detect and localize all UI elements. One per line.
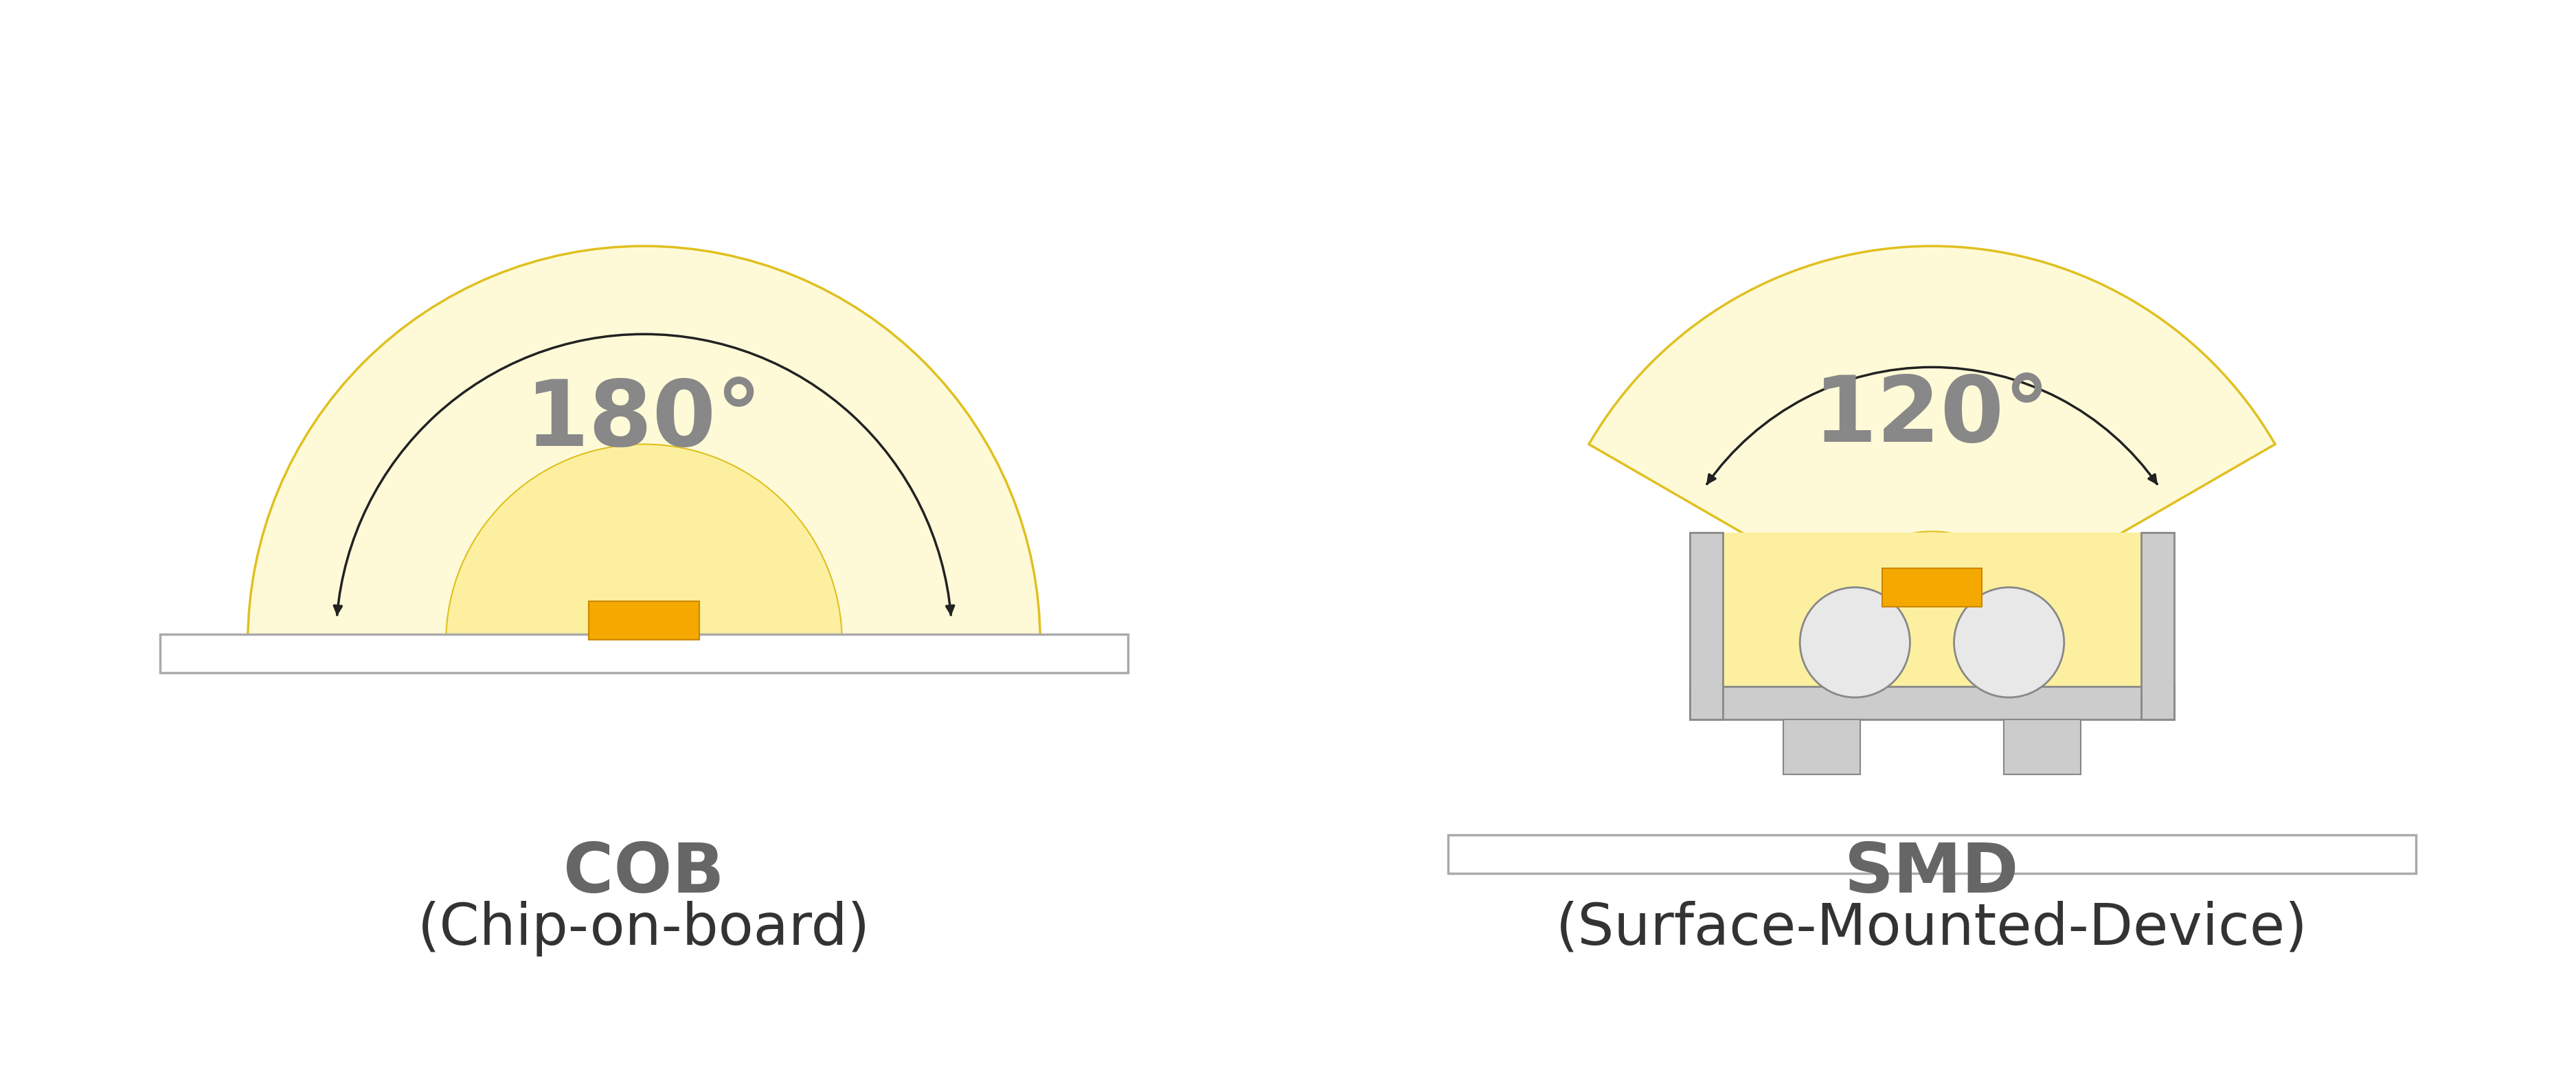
Text: (Chip-on-board): (Chip-on-board) [417, 901, 871, 957]
Bar [160, 634, 1128, 672]
Text: (Surface-Mounted-Device): (Surface-Mounted-Device) [1556, 901, 2308, 957]
Wedge shape [247, 246, 1041, 642]
Circle shape [1955, 587, 2063, 697]
Text: 180°: 180° [526, 376, 762, 465]
Bar [1690, 533, 1723, 720]
Bar [1883, 568, 1981, 607]
Text: SMD: SMD [1844, 840, 2020, 906]
Bar [1783, 720, 1860, 774]
Circle shape [1801, 587, 1909, 697]
Wedge shape [446, 445, 842, 642]
Bar [590, 601, 698, 640]
Bar [1723, 533, 2141, 686]
Bar [2004, 720, 2081, 774]
Wedge shape [1837, 532, 2027, 642]
Text: 120°: 120° [1814, 372, 2050, 462]
Wedge shape [1589, 246, 2275, 642]
Text: COB: COB [564, 840, 724, 906]
Bar [2141, 533, 2174, 720]
Bar [1448, 836, 2416, 873]
Bar [1690, 686, 2174, 720]
